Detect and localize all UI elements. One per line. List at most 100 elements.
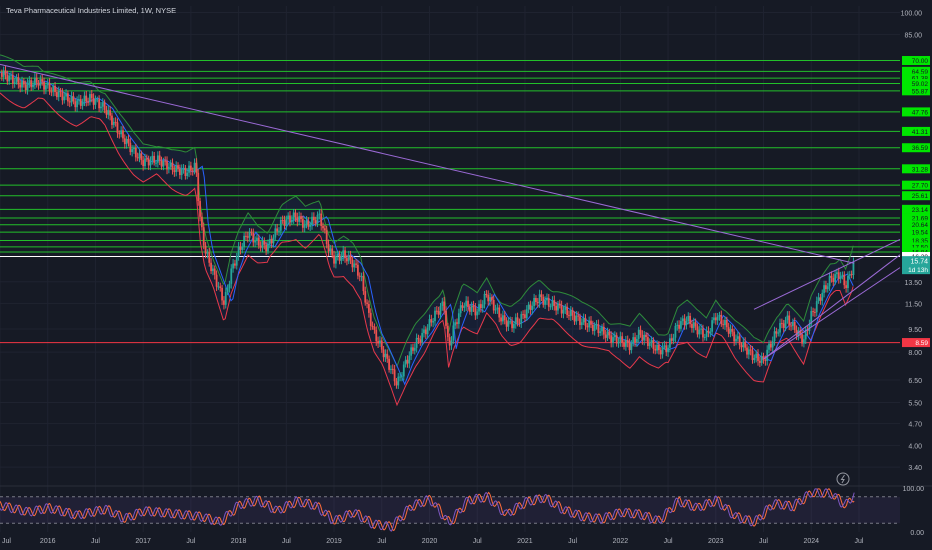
- candle-body[interactable]: [30, 80, 33, 88]
- candle-body[interactable]: [309, 224, 312, 227]
- candle-body[interactable]: [283, 220, 286, 226]
- candle-body[interactable]: [757, 353, 759, 361]
- candle-body[interactable]: [553, 300, 556, 306]
- candle-body[interactable]: [43, 81, 45, 90]
- candle-body[interactable]: [294, 212, 297, 218]
- candle-body[interactable]: [111, 115, 113, 125]
- price-candles[interactable]: [0, 65, 855, 389]
- candle-body[interactable]: [654, 348, 657, 351]
- candle-body[interactable]: [380, 340, 383, 350]
- candle-body[interactable]: [162, 160, 165, 167]
- candle-body[interactable]: [740, 345, 743, 348]
- candle-body[interactable]: [601, 326, 603, 332]
- candle-body[interactable]: [74, 101, 77, 108]
- candle-body[interactable]: [494, 309, 497, 311]
- candle-body[interactable]: [393, 369, 396, 382]
- candle-body[interactable]: [360, 276, 363, 278]
- candle-body[interactable]: [445, 310, 447, 326]
- candle-body[interactable]: [450, 340, 453, 346]
- candle-body[interactable]: [852, 262, 855, 275]
- candle-body[interactable]: [21, 80, 23, 88]
- candle-body[interactable]: [661, 346, 664, 355]
- candle-body[interactable]: [546, 298, 548, 301]
- candle-body[interactable]: [164, 160, 167, 162]
- candle-body[interactable]: [643, 334, 646, 341]
- candle-body[interactable]: [144, 158, 146, 167]
- candle-body[interactable]: [182, 167, 185, 170]
- candle-body[interactable]: [505, 320, 508, 327]
- candle-body[interactable]: [206, 252, 209, 254]
- candle-body[interactable]: [237, 246, 240, 256]
- candle-body[interactable]: [153, 155, 156, 163]
- candle-body[interactable]: [52, 85, 55, 92]
- candle-body[interactable]: [599, 331, 602, 334]
- candle-body[interactable]: [204, 245, 207, 254]
- candle-body[interactable]: [314, 220, 317, 224]
- candle-body[interactable]: [606, 331, 609, 338]
- candle-body[interactable]: [733, 331, 736, 342]
- candle-body[interactable]: [235, 255, 238, 266]
- candle-body[interactable]: [702, 328, 704, 338]
- candle-body[interactable]: [579, 316, 581, 326]
- candle-body[interactable]: [597, 324, 600, 334]
- candle-body[interactable]: [836, 272, 838, 275]
- candle-body[interactable]: [212, 268, 214, 272]
- candle-body[interactable]: [709, 331, 712, 333]
- candle-body[interactable]: [342, 250, 345, 257]
- candle-body[interactable]: [301, 219, 304, 228]
- candle-body[interactable]: [705, 330, 708, 337]
- candle-body[interactable]: [812, 311, 814, 313]
- candle-body[interactable]: [773, 331, 776, 341]
- candle-body[interactable]: [784, 320, 787, 328]
- candle-body[interactable]: [524, 314, 526, 318]
- candle-body[interactable]: [402, 364, 405, 377]
- candle-body[interactable]: [274, 228, 277, 238]
- candle-body[interactable]: [467, 300, 469, 308]
- candle-body[interactable]: [635, 338, 638, 343]
- candle-body[interactable]: [210, 262, 212, 272]
- candle-body[interactable]: [522, 314, 524, 316]
- candle-body[interactable]: [252, 232, 255, 243]
- candle-body[interactable]: [325, 230, 328, 245]
- candle-body[interactable]: [542, 297, 545, 305]
- candle-body[interactable]: [397, 376, 400, 386]
- candle-body[interactable]: [2, 70, 5, 77]
- candle-body[interactable]: [815, 301, 818, 313]
- candle-body[interactable]: [33, 77, 36, 85]
- candle-body[interactable]: [825, 285, 827, 290]
- candle-body[interactable]: [100, 106, 102, 109]
- candle-body[interactable]: [232, 263, 234, 269]
- candle-body[interactable]: [720, 314, 723, 325]
- candle-body[interactable]: [246, 236, 249, 238]
- candle-body[interactable]: [92, 97, 95, 105]
- candle-body[interactable]: [202, 227, 205, 246]
- candle-body[interactable]: [340, 256, 343, 261]
- candle-body[interactable]: [639, 329, 642, 335]
- candle-body[interactable]: [823, 285, 825, 293]
- candle-body[interactable]: [595, 324, 598, 326]
- candle-body[interactable]: [674, 325, 677, 338]
- candle-body[interactable]: [373, 326, 376, 330]
- candle-body[interactable]: [323, 228, 326, 231]
- candle-body[interactable]: [665, 345, 668, 353]
- candle-body[interactable]: [197, 172, 200, 202]
- candle-body[interactable]: [184, 167, 187, 177]
- candle-body[interactable]: [461, 305, 464, 308]
- candle-body[interactable]: [685, 321, 688, 325]
- candle-body[interactable]: [65, 93, 67, 97]
- candle-body[interactable]: [439, 306, 442, 315]
- candle-body[interactable]: [109, 110, 112, 116]
- candle-body[interactable]: [287, 215, 290, 220]
- candle-body[interactable]: [186, 172, 189, 177]
- candle-body[interactable]: [452, 325, 455, 341]
- candle-body[interactable]: [292, 212, 295, 220]
- candle-body[interactable]: [276, 228, 279, 232]
- candle-body[interactable]: [44, 85, 47, 90]
- candle-body[interactable]: [221, 287, 223, 301]
- candle-body[interactable]: [371, 325, 374, 327]
- candle-body[interactable]: [46, 82, 49, 86]
- candle-body[interactable]: [362, 276, 365, 292]
- candle-body[interactable]: [703, 336, 706, 338]
- candle-body[interactable]: [213, 268, 216, 275]
- candle-body[interactable]: [817, 297, 820, 302]
